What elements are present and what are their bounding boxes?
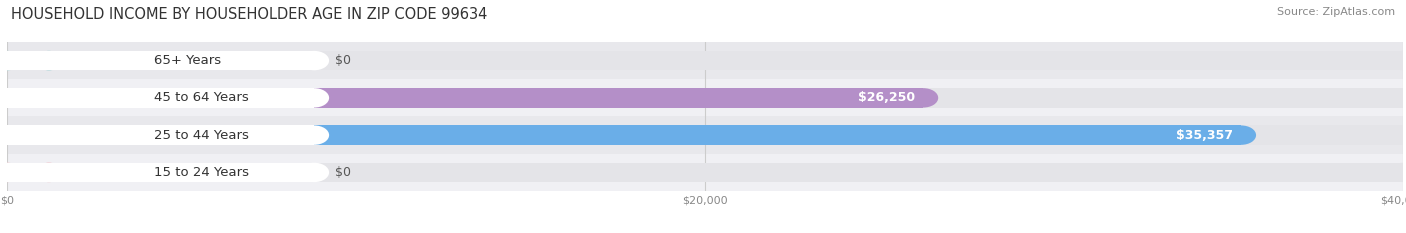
Bar bbox=[7, 88, 924, 108]
Ellipse shape bbox=[0, 51, 22, 70]
Ellipse shape bbox=[299, 125, 329, 145]
Ellipse shape bbox=[34, 51, 63, 70]
Bar bbox=[7, 79, 1403, 116]
Ellipse shape bbox=[0, 88, 22, 108]
Bar bbox=[7, 163, 1403, 182]
Bar bbox=[7, 116, 1403, 154]
Ellipse shape bbox=[1388, 163, 1406, 182]
Ellipse shape bbox=[34, 163, 63, 182]
Text: $26,250: $26,250 bbox=[858, 91, 915, 104]
Ellipse shape bbox=[0, 51, 22, 70]
Bar bbox=[7, 42, 1403, 79]
Ellipse shape bbox=[0, 125, 22, 145]
Text: HOUSEHOLD INCOME BY HOUSEHOLDER AGE IN ZIP CODE 99634: HOUSEHOLD INCOME BY HOUSEHOLDER AGE IN Z… bbox=[11, 7, 488, 22]
Bar bbox=[7, 125, 314, 145]
Ellipse shape bbox=[0, 88, 22, 108]
Bar bbox=[7, 163, 49, 182]
Bar bbox=[7, 88, 314, 108]
Ellipse shape bbox=[0, 125, 22, 145]
Bar bbox=[7, 51, 314, 70]
Text: $0: $0 bbox=[335, 166, 352, 179]
Text: 45 to 64 Years: 45 to 64 Years bbox=[155, 91, 249, 104]
Ellipse shape bbox=[299, 163, 329, 182]
Text: 25 to 44 Years: 25 to 44 Years bbox=[155, 129, 249, 142]
Bar bbox=[7, 163, 314, 182]
Bar bbox=[7, 88, 1403, 108]
Ellipse shape bbox=[1226, 125, 1256, 145]
Bar bbox=[7, 154, 1403, 191]
Ellipse shape bbox=[0, 51, 22, 70]
Bar bbox=[7, 125, 1241, 145]
Text: $35,357: $35,357 bbox=[1175, 129, 1233, 142]
Ellipse shape bbox=[299, 88, 329, 108]
Bar bbox=[7, 125, 1403, 145]
Text: $0: $0 bbox=[335, 54, 352, 67]
Ellipse shape bbox=[908, 88, 938, 108]
Text: Source: ZipAtlas.com: Source: ZipAtlas.com bbox=[1277, 7, 1395, 17]
Ellipse shape bbox=[1388, 51, 1406, 70]
Text: 65+ Years: 65+ Years bbox=[155, 54, 222, 67]
Ellipse shape bbox=[1388, 88, 1406, 108]
Ellipse shape bbox=[0, 88, 22, 108]
Ellipse shape bbox=[299, 51, 329, 70]
Ellipse shape bbox=[0, 163, 22, 182]
Ellipse shape bbox=[1388, 125, 1406, 145]
Bar bbox=[7, 51, 1403, 70]
Ellipse shape bbox=[0, 125, 22, 145]
Ellipse shape bbox=[0, 163, 22, 182]
Bar bbox=[7, 51, 49, 70]
Ellipse shape bbox=[0, 163, 22, 182]
Text: 15 to 24 Years: 15 to 24 Years bbox=[155, 166, 249, 179]
